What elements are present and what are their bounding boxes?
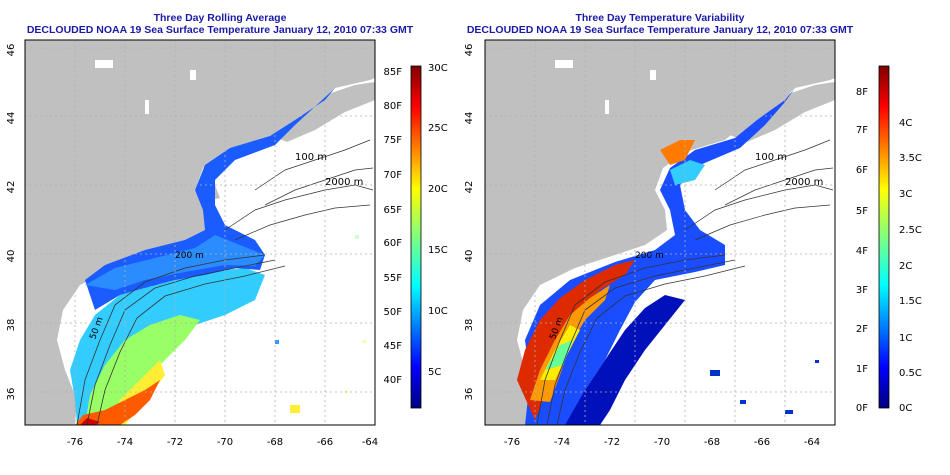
left-y-tick: 44 bbox=[6, 112, 17, 125]
right-y-axis: 46 44 42 40 38 36 bbox=[464, 44, 475, 401]
right-y-tick: 38 bbox=[464, 319, 475, 332]
right-cb-f-label: 7F bbox=[856, 125, 868, 136]
right-x-tick: -66 bbox=[754, 437, 770, 448]
right-cb-c-label: 3C bbox=[899, 189, 912, 200]
right-x-tick: -64 bbox=[804, 437, 820, 448]
right-x-tick: -72 bbox=[604, 437, 620, 448]
right-y-tick: 44 bbox=[464, 112, 475, 125]
left-grid bbox=[25, 40, 375, 425]
left-contour-label-100m: 100 m bbox=[295, 152, 327, 163]
right-x-tick: -68 bbox=[704, 437, 720, 448]
left-colorbar: 85F 80F 75F 70F 65F 60F 55F 50F 45F 40F … bbox=[384, 63, 448, 409]
left-x-axis: -76 -74 -72 -70 -68 -66 -64 bbox=[67, 437, 378, 448]
right-x-tick: -70 bbox=[654, 437, 670, 448]
right-colorbar: 8F 7F 6F 5F 4F 3F 2F 1F 0F 4C 3.5C 3C 2.… bbox=[856, 65, 922, 414]
right-cb-c-label: 1C bbox=[899, 333, 912, 344]
right-y-tick: 42 bbox=[464, 181, 475, 194]
right-cb-c-label: 0.5C bbox=[899, 368, 922, 379]
left-cb-f-label: 75F bbox=[384, 135, 403, 146]
left-cb-f-label: 50F bbox=[384, 307, 403, 318]
left-contour-label-2000m: 2000 m bbox=[325, 177, 363, 188]
left-x-tick: -74 bbox=[117, 437, 133, 448]
right-y-tick: 36 bbox=[464, 388, 475, 401]
right-title-block: Three Day Temperature Variability DECLOU… bbox=[440, 12, 880, 36]
right-cb-c-label: 2C bbox=[899, 261, 912, 272]
left-cb-c-label: 5C bbox=[428, 367, 441, 378]
left-cb-f-label: 55F bbox=[384, 273, 403, 284]
left-map-frame bbox=[24, 39, 376, 426]
left-cb-c-label: 15C bbox=[428, 245, 448, 256]
left-x-tick: -66 bbox=[317, 437, 333, 448]
left-map: 100 m 2000 m 200 m 50 m bbox=[24, 39, 376, 426]
right-cb-f-label: 6F bbox=[856, 165, 868, 176]
right-contour-label-200m: 200 m bbox=[635, 251, 664, 261]
left-x-tick: -64 bbox=[362, 437, 378, 448]
right-cb-f-label: 5F bbox=[856, 206, 868, 217]
left-cb-c-label: 25C bbox=[428, 123, 448, 134]
left-title-block: Three Day Rolling Average DECLOUDED NOAA… bbox=[0, 12, 440, 36]
right-cb-c-label: 4C bbox=[899, 118, 912, 129]
right-cb-f-label: 3F bbox=[856, 285, 868, 296]
left-contour-label-200m: 200 m bbox=[175, 251, 204, 261]
left-cb-f-label: 80F bbox=[384, 101, 403, 112]
left-y-tick: 42 bbox=[6, 181, 17, 194]
left-cb-f-label: 60F bbox=[384, 238, 403, 249]
right-x-axis: -76 -74 -72 -70 -68 -66 -64 bbox=[504, 437, 820, 448]
right-x-tick: -74 bbox=[554, 437, 570, 448]
right-colorbar-gradient bbox=[878, 65, 890, 409]
right-cb-c-label: 1.5C bbox=[899, 296, 922, 307]
right-contour-label-100m: 100 m bbox=[755, 152, 787, 163]
right-grid bbox=[485, 40, 835, 425]
left-cb-f-label: 65F bbox=[384, 205, 403, 216]
left-cb-c-label: 30C bbox=[428, 63, 448, 74]
left-cb-c-label: 20C bbox=[428, 184, 448, 195]
right-cb-c-label: 3.5C bbox=[899, 153, 922, 164]
left-cb-f-label: 85F bbox=[384, 67, 403, 78]
left-cb-c-label: 10C bbox=[428, 306, 448, 317]
right-y-tick: 40 bbox=[464, 250, 475, 263]
left-cb-f-label: 40F bbox=[384, 375, 403, 386]
right-map-frame bbox=[484, 39, 836, 426]
left-sst-field bbox=[70, 88, 366, 425]
right-cb-f-label: 8F bbox=[856, 87, 868, 98]
left-y-tick: 40 bbox=[6, 250, 17, 263]
left-y-tick: 38 bbox=[6, 319, 17, 332]
right-variability-field bbox=[517, 88, 819, 425]
right-map-title: Three Day Temperature Variability bbox=[575, 12, 745, 24]
left-cb-f-label: 45F bbox=[384, 341, 403, 352]
right-x-tick: -76 bbox=[504, 437, 520, 448]
left-colorbar-gradient bbox=[410, 65, 422, 409]
left-map-title: Three Day Rolling Average bbox=[153, 12, 287, 24]
right-cb-f-label: 0F bbox=[856, 403, 868, 414]
left-y-tick: 46 bbox=[6, 44, 17, 57]
right-map-subtitle: DECLOUDED NOAA 19 Sea Surface Temperatur… bbox=[466, 24, 854, 36]
right-cb-f-label: 4F bbox=[856, 246, 868, 257]
left-x-tick: -70 bbox=[217, 437, 233, 448]
left-map-subtitle: DECLOUDED NOAA 19 Sea Surface Temperatur… bbox=[26, 24, 414, 36]
left-y-axis: 46 44 42 40 38 36 bbox=[6, 44, 17, 401]
right-map: 100 m 2000 m 200 m 50 m bbox=[484, 39, 836, 426]
right-contour-label-2000m: 2000 m bbox=[785, 177, 823, 188]
right-cb-c-label: 0C bbox=[899, 403, 912, 414]
right-cb-f-label: 2F bbox=[856, 324, 868, 335]
left-x-tick: -76 bbox=[67, 437, 83, 448]
right-cb-c-label: 2.5C bbox=[899, 225, 922, 236]
left-y-tick: 36 bbox=[6, 388, 17, 401]
left-x-tick: -68 bbox=[267, 437, 283, 448]
right-cb-f-label: 1F bbox=[856, 364, 868, 375]
left-x-tick: -72 bbox=[167, 437, 183, 448]
right-y-tick: 46 bbox=[464, 44, 475, 57]
left-cb-f-label: 70F bbox=[384, 170, 403, 181]
